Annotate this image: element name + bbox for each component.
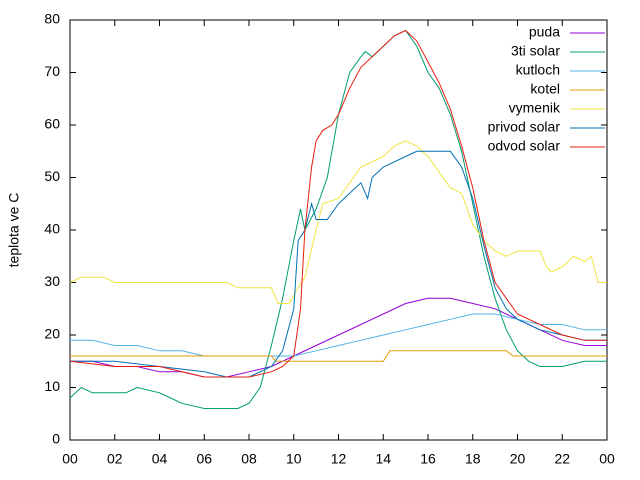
x-tick-label: 22 — [554, 451, 570, 467]
y-axis-label: teplota ve C — [6, 193, 22, 268]
y-tick-label: 20 — [44, 326, 60, 342]
legend-label: 3ti solar — [511, 43, 560, 59]
y-tick-label: 80 — [44, 11, 60, 27]
legend-label: puda — [529, 24, 560, 40]
series-line — [69, 29, 607, 378]
y-tick-label: 50 — [44, 168, 60, 184]
x-tick-label: 02 — [107, 451, 123, 467]
legend-label: kutloch — [516, 62, 560, 78]
x-tick-label: 18 — [465, 451, 481, 467]
y-tick-label: 60 — [44, 116, 60, 132]
x-tick-label: 06 — [196, 451, 212, 467]
x-tick-label: 14 — [375, 451, 391, 467]
x-tick-label: 00 — [599, 451, 615, 467]
y-tick-label: 70 — [44, 63, 60, 79]
legend-label: privod solar — [488, 119, 561, 135]
legend-label: odvod solar — [488, 138, 561, 154]
y-tick-label: 30 — [44, 273, 60, 289]
x-tick-label: 10 — [286, 451, 302, 467]
x-tick-label: 00 — [62, 451, 78, 467]
x-tick-label: 04 — [152, 451, 168, 467]
x-tick-label: 12 — [331, 451, 347, 467]
y-tick-label: 40 — [44, 221, 60, 237]
legend-label: vymenik — [509, 100, 561, 116]
y-tick-label: 10 — [44, 378, 60, 394]
series-line — [69, 140, 607, 304]
legend-label: kotel — [530, 81, 560, 97]
series-line — [70, 150, 607, 378]
y-tick-label: 0 — [52, 431, 60, 447]
x-tick-label: 20 — [510, 451, 526, 467]
x-tick-label: 08 — [241, 451, 257, 467]
plot-border — [69, 19, 608, 441]
series-line — [70, 350, 607, 362]
series-line — [69, 29, 607, 409]
x-tick-label: 16 — [420, 451, 436, 467]
